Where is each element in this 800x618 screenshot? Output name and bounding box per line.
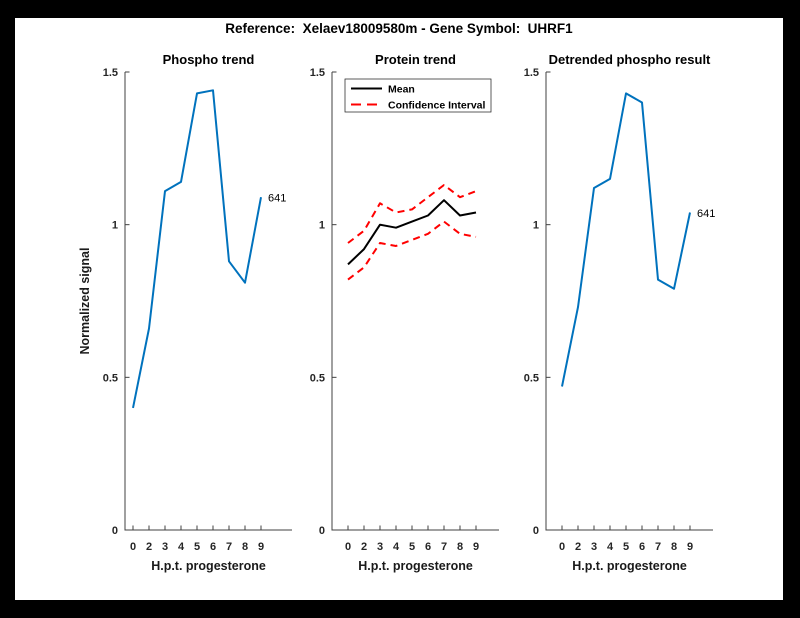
axis-spine — [124, 72, 292, 531]
figure-canvas: Reference: Xelaev18009580m - Gene Symbol… — [15, 18, 783, 600]
y-axis-label: Normalized signal — [78, 248, 92, 355]
x-tick-label: 3 — [377, 541, 383, 553]
x-axis-label: H.p.t. progesterone — [572, 559, 687, 573]
y-tick-label: 1.5 — [524, 67, 539, 79]
x-tick-label: 3 — [591, 541, 597, 553]
y-tick-label: 1 — [112, 220, 118, 232]
y-tick-label: 0 — [112, 525, 118, 537]
x-tick-label: 5 — [409, 541, 415, 553]
y-tick-label: 0.5 — [524, 372, 539, 384]
protein-trend-mean-line — [347, 199, 477, 266]
y-tick-label: 0.5 — [103, 372, 118, 384]
y-tick-label: 0.5 — [310, 372, 325, 384]
y-tick-label: 0 — [533, 525, 539, 537]
x-tick-label: 8 — [242, 541, 248, 553]
x-tick-label: 9 — [687, 541, 693, 553]
figure-title: Reference: Xelaev18009580m - Gene Symbol… — [225, 21, 573, 36]
x-tick-label: 3 — [162, 541, 168, 553]
legend: Mean Confidence Interval — [344, 78, 492, 113]
x-tick-label: 6 — [210, 541, 216, 553]
x-axis-label: H.p.t. progesterone — [151, 559, 266, 573]
x-tick-label: 5 — [623, 541, 629, 553]
x-tick-label: 9 — [258, 541, 264, 553]
x-tick-label: 4 — [607, 541, 614, 553]
subplot-title: Protein trend — [375, 52, 456, 67]
x-tick-label: 4 — [393, 541, 400, 553]
legend-box — [344, 78, 492, 113]
x-tick-label: 0 — [345, 541, 351, 553]
x-tick-label: 2 — [575, 541, 581, 553]
x-tick-label: 6 — [639, 541, 645, 553]
detrended-phospho-detrended-signal-line — [561, 92, 691, 387]
y-tick-label: 1 — [319, 220, 325, 232]
x-tick-label: 9 — [473, 541, 479, 553]
x-tick-label: 5 — [194, 541, 200, 553]
axis-spine — [545, 72, 713, 531]
x-tick-label: 8 — [457, 541, 463, 553]
phospho-trend-phospho-signal-line — [132, 89, 262, 409]
x-tick-label: 0 — [559, 541, 565, 553]
subplot-title: Detrended phospho result — [549, 52, 711, 67]
axis-spine — [331, 72, 499, 531]
protein-trend-confidence-lower-line — [347, 220, 477, 281]
x-tick-label: 6 — [425, 541, 431, 553]
x-tick-label: 4 — [178, 541, 185, 553]
x-tick-label: 8 — [671, 541, 677, 553]
y-tick-label: 1.5 — [310, 67, 325, 79]
x-tick-label: 7 — [441, 541, 447, 553]
x-axis-label: H.p.t. progesterone — [358, 559, 473, 573]
x-tick-label: 2 — [361, 541, 367, 553]
x-tick-label: 2 — [146, 541, 152, 553]
y-tick-label: 1.5 — [103, 67, 118, 79]
protein-trend-confidence-upper-line — [347, 184, 477, 244]
y-tick-label: 1 — [533, 220, 539, 232]
endpoint-label-641: 641 — [697, 208, 715, 220]
subplot-title: Phospho trend — [163, 52, 255, 67]
y-tick-label: 0 — [319, 525, 325, 537]
legend-label: Mean — [388, 84, 415, 96]
endpoint-label-641: 641 — [268, 193, 286, 205]
x-tick-label: 0 — [130, 541, 136, 553]
legend-label: Confidence Interval — [388, 100, 486, 112]
x-tick-label: 7 — [655, 541, 661, 553]
x-tick-label: 7 — [226, 541, 232, 553]
